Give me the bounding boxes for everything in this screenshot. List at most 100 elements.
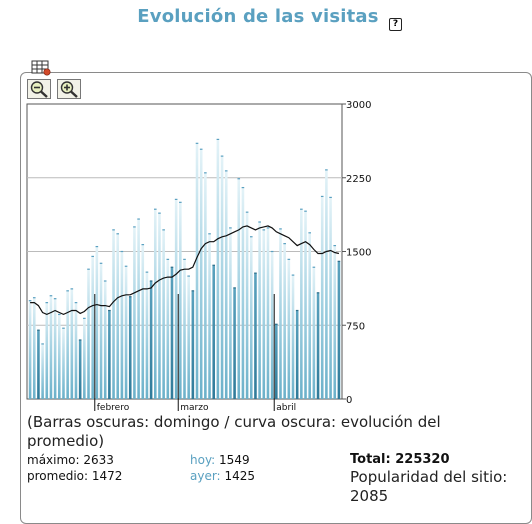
day-bar (166, 259, 170, 399)
day-bar (58, 314, 61, 399)
day-bar (245, 212, 249, 399)
day-bar (266, 227, 270, 399)
today-value: 1549 (219, 453, 250, 467)
day-bar (32, 297, 36, 399)
day-bar (183, 259, 186, 399)
day-bar (28, 300, 32, 399)
day-bar (304, 211, 307, 399)
avg-stat: promedio: 1472 (27, 469, 122, 483)
average-curve (30, 225, 340, 316)
day-bar (270, 251, 274, 399)
day-bar (333, 245, 337, 399)
day-bar (279, 228, 282, 399)
day-bar (45, 302, 49, 399)
day-bar (120, 251, 124, 399)
day-bar (70, 288, 74, 399)
day-bar (87, 269, 90, 399)
day-bar (66, 290, 69, 399)
question-mark-icon[interactable]: ? (389, 18, 402, 31)
sunday-bar (170, 267, 174, 399)
page-title: Evolución de las visitas (137, 6, 379, 27)
day-bar (145, 272, 149, 399)
day-bar (41, 343, 44, 399)
day-bar (300, 209, 303, 399)
total-value: 225320 (395, 452, 450, 467)
day-bar (249, 236, 253, 399)
day-bar (112, 229, 115, 399)
y-tick-label: 0 (346, 395, 352, 406)
day-bar (329, 197, 332, 399)
day-bar (153, 209, 157, 399)
day-bar (49, 295, 53, 399)
day-bar (291, 275, 295, 399)
day-bar (124, 266, 128, 399)
day-bar (204, 172, 207, 399)
yesterday-label: ayer: (190, 469, 221, 483)
day-bar (320, 196, 324, 399)
max-label: máximo: (27, 453, 80, 467)
zoom-in-icon[interactable] (57, 79, 81, 99)
sunday-bar (149, 281, 153, 399)
day-bar (174, 199, 178, 399)
day-bar (74, 302, 78, 399)
month-label: febrero (97, 403, 130, 413)
day-bar (229, 227, 232, 399)
yesterday-value: 1425 (224, 469, 255, 483)
month-label: abril (276, 403, 296, 413)
day-bar (258, 222, 261, 399)
day-bar (208, 233, 211, 399)
day-bar (187, 276, 190, 399)
y-tick-label: 3000 (346, 100, 371, 111)
today-label: hoy: (190, 453, 216, 467)
max-stat: máximo: 2633 (27, 453, 114, 467)
day-bar (216, 139, 220, 399)
sunday-bar (128, 296, 132, 399)
yesterday-stat: ayer: 1425 (190, 469, 255, 483)
day-bar (241, 187, 245, 399)
sunday-bar (191, 290, 195, 399)
popularity-stat: Popularidad del sitio: 2085 (350, 468, 525, 506)
popularity-label: Popularidad del sitio: (350, 468, 508, 486)
sunday-bar (337, 261, 341, 399)
day-bar (116, 233, 120, 399)
day-bar (195, 143, 199, 399)
sunday-bar (212, 265, 216, 399)
day-bar (199, 149, 203, 399)
y-tick-label: 1500 (346, 248, 371, 259)
day-bar (62, 328, 65, 399)
day-bar (162, 229, 165, 399)
sunday-bar (275, 324, 278, 399)
day-bar (179, 202, 182, 399)
popularity-value: 2085 (350, 487, 389, 505)
y-tick-label: 2250 (346, 174, 371, 185)
day-bar (308, 232, 311, 399)
sunday-bar (233, 287, 236, 399)
avg-value: 1472 (91, 469, 123, 483)
day-bar (103, 281, 107, 399)
y-tick-label: 750 (346, 321, 365, 332)
day-bar (99, 263, 103, 399)
day-bar (91, 256, 94, 399)
table-icon[interactable] (31, 60, 53, 76)
day-bar (137, 219, 140, 399)
chart-caption: (Barras oscuras: domingo / curva oscura:… (27, 413, 441, 450)
sunday-bar (295, 310, 299, 399)
total-stat: Total: 225320 (350, 452, 450, 467)
day-bar (287, 259, 291, 399)
day-bar (224, 170, 228, 399)
month-label: marzo (180, 403, 209, 413)
day-bar (325, 169, 328, 399)
day-bar (283, 243, 286, 399)
zoom-out-icon[interactable] (27, 79, 51, 99)
sunday-bar (78, 340, 82, 399)
day-bar (158, 213, 161, 399)
day-bar (95, 246, 99, 399)
visits-chart: 3000 2250 1500 750 0 febrero marzo abril (26, 100, 371, 413)
day-bar (262, 229, 266, 399)
sunday-bar (37, 330, 40, 399)
max-value: 2633 (83, 453, 114, 467)
total-label: Total: (350, 452, 391, 467)
day-bar (312, 267, 316, 399)
today-stat: hoy: 1549 (190, 453, 250, 467)
sunday-bar (254, 273, 257, 399)
